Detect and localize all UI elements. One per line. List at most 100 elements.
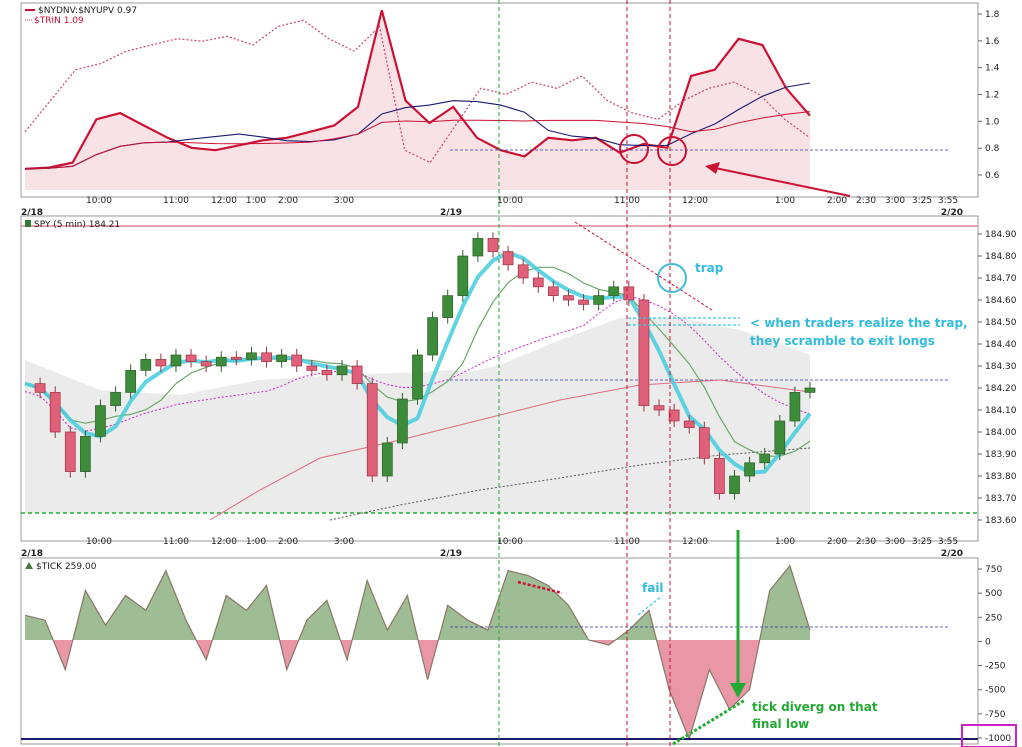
candle xyxy=(698,427,710,459)
annotation-realize-1: < when traders realize the trap, xyxy=(750,316,968,330)
y-tick-label: 1.0 xyxy=(985,117,1000,127)
vwap-cyan xyxy=(24,250,812,475)
candles xyxy=(34,232,816,500)
candle xyxy=(578,299,589,305)
x-tick-label: 10:00 xyxy=(497,537,523,547)
y-tick-label: 184.10 xyxy=(985,406,1017,416)
x-tick-label: 2:00 xyxy=(278,537,298,547)
price-legend: SPY (5 min) 184.21 xyxy=(25,220,120,230)
candle xyxy=(230,356,242,360)
x-tick-label: 2:00 xyxy=(827,196,847,206)
candle xyxy=(34,383,46,393)
candle xyxy=(64,431,76,472)
y-tick-label: 184.90 xyxy=(985,230,1017,240)
x-tick-label: 11:00 xyxy=(163,196,189,206)
candle xyxy=(397,398,408,444)
candle xyxy=(548,286,559,296)
candle xyxy=(683,420,695,428)
x-tick-label: 3:55 xyxy=(938,537,958,547)
trin-line xyxy=(24,19,811,164)
trap-circle xyxy=(657,263,687,293)
x-tick-label: 2:00 xyxy=(827,537,847,547)
candle xyxy=(276,354,287,362)
x-tick-label: 10:00 xyxy=(497,196,523,206)
green-down-arrow xyxy=(730,530,746,698)
price-panel: trap < when traders realize the trap, th… xyxy=(20,215,1017,542)
x-tick-label: 3:25 xyxy=(912,196,932,206)
x-tick-label: 2:00 xyxy=(278,196,298,206)
breadth-panel: $NYDNV:$NYUPV 0.97 $TRIN 1.09 1.81.61.41… xyxy=(20,2,1000,198)
y-tick-label: 1.8 xyxy=(985,10,1000,20)
y-tick-label: 0 xyxy=(985,637,991,647)
candle xyxy=(412,354,423,400)
circle-marker-2 xyxy=(657,136,687,166)
candle xyxy=(759,453,771,464)
tick-legend: $TICK 259.00 xyxy=(25,562,97,572)
y-tick-label: 183.60 xyxy=(985,516,1017,526)
candle xyxy=(80,436,91,472)
y-tick-label: 1.4 xyxy=(985,64,1000,74)
price-yaxis: 184.90 184.80 184.70 184.60 184.50 184.40 184.… xyxy=(978,230,1017,526)
candle xyxy=(744,462,755,477)
x-tick-label: 10:00 xyxy=(86,537,112,547)
candle xyxy=(517,264,529,279)
x-tick-label: 12:00 xyxy=(682,537,708,547)
candle xyxy=(714,458,725,494)
x-tick-label: 3:00 xyxy=(334,537,354,547)
y-tick-label: 183.90 xyxy=(985,450,1017,460)
candle xyxy=(563,295,574,301)
y-tick-label: 184.50 xyxy=(985,318,1017,328)
candle xyxy=(246,352,257,360)
tick-yaxis: 750 500 250 0 -250 -500 -750 -1000 xyxy=(978,565,1011,744)
y-tick-label: -500 xyxy=(985,686,1006,696)
x-tick-label: 1:00 xyxy=(246,196,266,206)
ratio-ma-red xyxy=(24,111,811,170)
annotation-diverg-2: final low xyxy=(752,717,809,731)
circle-marker-1 xyxy=(619,134,649,164)
candle xyxy=(668,409,680,422)
candle xyxy=(49,392,61,433)
x-tick-label: 3:00 xyxy=(885,537,905,547)
candle xyxy=(110,392,121,406)
candle xyxy=(653,405,665,411)
legend-ratio: $NYDNV:$NYUPV 0.97 xyxy=(38,6,137,16)
y-tick-label: 184.60 xyxy=(985,296,1017,306)
candle xyxy=(804,387,816,393)
x-tick-label: 1:00 xyxy=(246,537,266,547)
candle xyxy=(532,277,544,288)
candle xyxy=(638,299,650,406)
candle xyxy=(381,442,393,477)
candle xyxy=(427,317,438,356)
candle xyxy=(185,354,197,362)
legend-tick: $TICK 259.00 xyxy=(36,562,97,572)
tick-area-negative xyxy=(25,640,810,739)
x-date-label: 2/20 xyxy=(941,549,963,559)
tick-red-dashed xyxy=(517,580,563,595)
candle xyxy=(215,356,227,367)
x-tick-label: 11:00 xyxy=(614,196,640,206)
candle xyxy=(442,295,454,318)
candle xyxy=(487,238,499,252)
y-tick-label: 184.40 xyxy=(985,340,1017,350)
y-tick-label: -250 xyxy=(985,662,1006,672)
y-tick-label: 184.30 xyxy=(985,362,1017,372)
y-tick-label: 250 xyxy=(985,613,1002,623)
annotation-trap: trap xyxy=(695,261,724,275)
arrow-head xyxy=(705,162,720,174)
candle xyxy=(608,286,620,296)
tick-panel: fail tick diverg on that final low $TICK… xyxy=(20,557,1017,747)
ratio-line xyxy=(24,10,811,170)
candle xyxy=(125,370,137,393)
arrow-line xyxy=(714,167,851,197)
x-tick-label: 12:00 xyxy=(682,196,708,206)
x-tick-label: 2:30 xyxy=(856,196,876,206)
candle xyxy=(774,420,786,455)
candle xyxy=(366,383,378,477)
x-tick-label: 11:00 xyxy=(163,537,189,547)
x-date-label: 2/18 xyxy=(21,208,43,218)
y-tick-label: 184.20 xyxy=(985,384,1017,394)
annotation-realize-2: they scramble to exit longs xyxy=(750,334,935,348)
legend-trin: $TRIN 1.09 xyxy=(34,16,84,26)
y-tick-label: 184.70 xyxy=(985,274,1017,284)
